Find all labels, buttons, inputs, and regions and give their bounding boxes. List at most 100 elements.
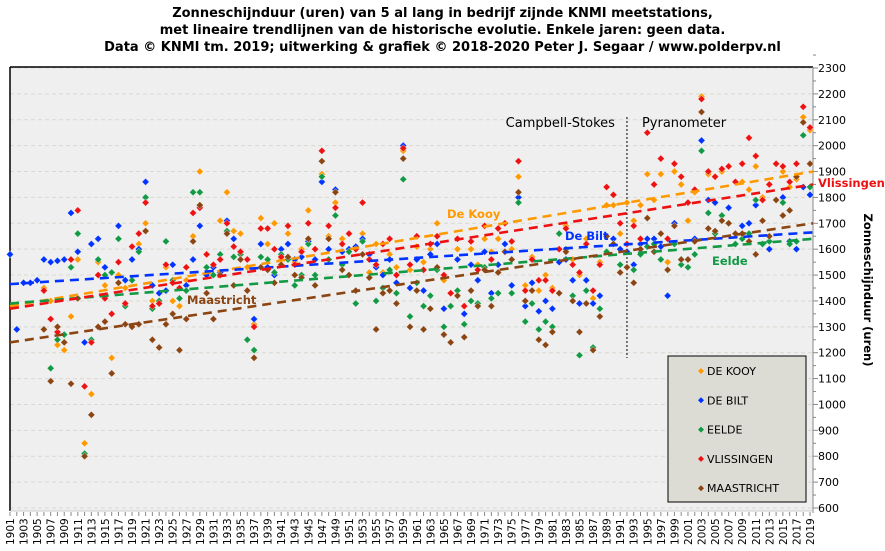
data-point-vlissingen: [704, 167, 713, 176]
data-point-vlissingen: [772, 159, 781, 168]
data-point-de-kooy: [80, 439, 89, 448]
data-point-de-kooy: [514, 172, 523, 181]
data-point-de-bilt: [317, 177, 326, 186]
data-point-de-kooy: [677, 180, 686, 189]
data-point-vlissingen: [87, 338, 96, 347]
data-point-maastricht: [87, 410, 96, 419]
data-point-vlissingen: [643, 128, 652, 137]
data-point-eelde: [575, 351, 584, 360]
data-point-vlissingen: [548, 286, 557, 295]
x-tick-label: 1999: [669, 518, 681, 545]
data-point-eelde: [514, 198, 523, 207]
data-point-vlissingen: [236, 247, 245, 256]
data-point-maastricht: [785, 206, 794, 215]
data-point-maastricht: [616, 268, 625, 277]
data-point-maastricht: [80, 452, 89, 461]
data-point-de-bilt: [595, 291, 604, 300]
data-point-de-bilt: [189, 255, 198, 264]
data-point-de-bilt: [46, 258, 55, 267]
y-tick-label: 2300: [818, 62, 846, 75]
data-point-de-bilt: [738, 221, 747, 230]
data-point-maastricht: [663, 265, 672, 274]
data-point-de-kooy: [73, 255, 82, 264]
data-point-de-kooy: [121, 283, 130, 293]
x-tick-label: 1925: [168, 518, 180, 545]
data-point-vlissingen: [595, 260, 604, 269]
x-tick-label: 1907: [46, 518, 58, 545]
data-point-de-bilt: [195, 221, 204, 230]
data-point-de-kooy: [683, 216, 692, 225]
data-point-de-kooy: [175, 302, 184, 311]
data-point-maastricht: [405, 322, 415, 331]
data-point-de-bilt: [439, 304, 448, 313]
data-point-eelde: [595, 304, 604, 313]
data-point-eelde: [582, 286, 591, 295]
data-point-de-bilt: [724, 203, 733, 212]
data-point-eelde: [677, 260, 686, 269]
data-point-de-kooy: [751, 162, 760, 171]
data-point-vlissingen: [494, 224, 503, 233]
data-point-eelde: [243, 335, 252, 344]
x-tick-label: 1963: [425, 518, 437, 545]
data-point-maastricht: [805, 159, 815, 168]
data-point-eelde: [507, 289, 516, 298]
data-point-vlissingen: [141, 198, 150, 207]
data-point-eelde: [94, 255, 103, 264]
trend-label-maastricht: Maastricht: [187, 293, 257, 307]
data-point-vlissingen: [189, 208, 198, 217]
data-point-vlissingen: [717, 164, 726, 173]
data-point-de-kooy: [487, 247, 496, 256]
data-point-maastricht: [148, 335, 157, 344]
data-point-maastricht: [622, 263, 631, 272]
data-point-maastricht: [595, 312, 604, 321]
data-point-eelde: [466, 296, 476, 305]
data-point-de-kooy: [419, 258, 428, 267]
data-point-vlissingen: [94, 271, 103, 280]
data-point-de-bilt: [148, 281, 157, 290]
y-tick-label: 900: [818, 424, 839, 437]
data-point-de-kooy: [609, 201, 618, 210]
data-point-de-bilt: [256, 239, 265, 249]
data-point-de-bilt: [141, 177, 150, 186]
chart-title-line-2: met lineaire trendlijnen van de historis…: [159, 23, 726, 38]
data-point-vlissingen: [372, 260, 381, 269]
data-point-de-kooy: [53, 340, 62, 349]
data-point-maastricht: [704, 224, 713, 233]
data-point-eelde: [487, 294, 496, 303]
data-point-maastricht: [141, 227, 150, 236]
x-tick-label: 1945: [303, 518, 315, 545]
data-point-maastricht: [60, 338, 69, 347]
data-point-de-kooy: [66, 312, 76, 321]
x-tick-label: 1991: [615, 518, 627, 545]
data-point-eelde: [419, 302, 428, 311]
data-point-eelde: [785, 239, 794, 249]
data-point-de-bilt: [12, 325, 21, 334]
data-point-eelde: [114, 234, 123, 243]
data-point-vlissingen: [256, 224, 265, 233]
x-tick-label: 2015: [778, 518, 790, 545]
data-point-vlissingen: [121, 299, 130, 308]
data-point-vlissingen: [805, 123, 815, 132]
data-point-eelde: [209, 271, 218, 280]
data-point-vlissingen: [297, 247, 306, 256]
data-point-maastricht: [324, 234, 333, 243]
data-point-vlissingen: [243, 255, 252, 264]
legend-marker: [698, 426, 704, 433]
data-point-de-bilt: [114, 221, 123, 230]
data-point-vlissingen: [324, 221, 333, 230]
x-tick-label: 1975: [507, 518, 519, 545]
data-point-de-kooy: [670, 167, 679, 176]
x-tick-label: 1921: [141, 518, 153, 545]
data-point-maastricht: [670, 221, 679, 230]
x-tick-label: 1971: [480, 518, 492, 545]
data-point-maastricht: [683, 255, 692, 264]
data-point-maastricht: [385, 286, 394, 295]
data-point-maastricht: [94, 322, 103, 331]
data-point-maastricht: [399, 154, 408, 163]
x-tick-label: 1983: [561, 518, 573, 545]
data-point-de-bilt: [229, 234, 238, 243]
data-point-de-bilt: [697, 136, 706, 145]
data-point-maastricht: [372, 325, 381, 334]
data-point-de-bilt: [805, 190, 815, 199]
x-tick-label: 1979: [534, 518, 546, 545]
